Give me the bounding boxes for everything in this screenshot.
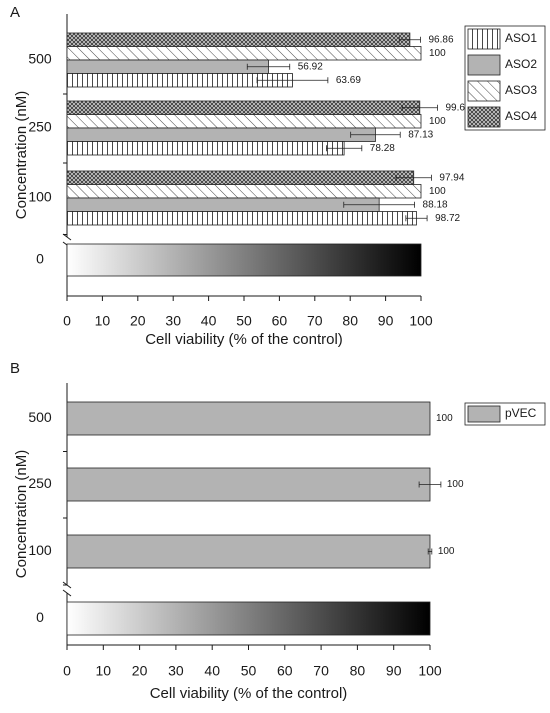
- control-gradient-bar: [66, 243, 422, 277]
- value-label: 100: [436, 413, 453, 424]
- bar-aso3-100: [66, 184, 422, 199]
- value-label: 100: [429, 186, 446, 197]
- x-tick-label: 100: [409, 312, 433, 328]
- legend-label-pvec: pVEC: [505, 406, 537, 420]
- y-tick-label: 250: [28, 119, 52, 135]
- legend-label-aso4: ASO4: [505, 109, 537, 123]
- x-tick-label: 10: [96, 662, 112, 678]
- x-tick-label: 40: [204, 662, 220, 678]
- legend: ASO1 ASO2 ASO3 ASO4: [464, 25, 546, 131]
- bar-aso1-250: [66, 141, 345, 156]
- legend-swatch-aso1: [467, 28, 501, 50]
- bar-aso3-250: [66, 114, 422, 129]
- panel-letter: B: [10, 360, 20, 377]
- bar-aso2-500: [66, 59, 269, 74]
- value-label: 100: [438, 546, 455, 557]
- y-tick-label: 0: [36, 609, 44, 625]
- y-tick-label: 500: [28, 409, 52, 425]
- y-tick-label: 0: [36, 251, 44, 267]
- y-axis-title: Concentration (nM): [13, 91, 30, 219]
- x-tick-label: 40: [201, 312, 217, 328]
- value-label: 97.94: [439, 172, 464, 183]
- x-tick-label: 60: [272, 312, 288, 328]
- x-tick-label: 0: [63, 312, 71, 328]
- legend-swatch-aso2: [467, 54, 501, 76]
- x-tick-label: 70: [313, 662, 329, 678]
- x-axis-title: Cell viability (% of the control): [150, 685, 348, 702]
- x-tick-label: 80: [342, 312, 358, 328]
- panel-b: B 0 10 20 30 40 50 60 70 80 90 100 Cell viability (%…: [10, 360, 546, 702]
- x-tick-label: 50: [236, 312, 252, 328]
- x-tick-label: 70: [307, 312, 323, 328]
- bar-aso2-100: [66, 197, 380, 212]
- value-label: 100: [447, 479, 464, 490]
- control-gradient-bar: [66, 601, 431, 636]
- x-tick-label: 30: [165, 312, 181, 328]
- value-label: 87.13: [408, 129, 433, 140]
- x-tick-label: 60: [277, 662, 293, 678]
- value-label: 96.86: [429, 34, 454, 45]
- value-label: 88.18: [423, 199, 448, 210]
- legend-label-aso3: ASO3: [505, 83, 537, 97]
- x-tick-label: 100: [418, 662, 442, 678]
- axis-break-mark: [62, 589, 72, 597]
- x-tick-label: 90: [386, 662, 402, 678]
- x-axis-title: Cell viability (% of the control): [145, 331, 343, 348]
- bar-aso1-100: [66, 211, 417, 226]
- bar-pvec-250: [66, 467, 431, 502]
- bar-aso3-500: [66, 46, 422, 61]
- value-label: 100: [429, 116, 446, 127]
- bar-pvec-500: [66, 401, 431, 436]
- bar-aso2-250: [66, 127, 376, 142]
- legend-swatch-aso3: [467, 80, 501, 102]
- value-label: 100: [429, 48, 446, 59]
- value-label: 99.66: [445, 102, 470, 113]
- bar-aso4-100: [66, 170, 415, 185]
- value-label: 98.72: [435, 213, 460, 224]
- x-tick-label: 80: [350, 662, 366, 678]
- value-label: 63.69: [336, 75, 361, 86]
- y-tick-label: 100: [28, 542, 52, 558]
- x-tick-label: 30: [168, 662, 184, 678]
- panel-letter: A: [10, 4, 20, 21]
- value-label: 56.92: [298, 61, 323, 72]
- y-axis-title: Concentration (nM): [13, 450, 30, 578]
- x-tick-label: 20: [130, 312, 146, 328]
- y-tick-label: 100: [28, 189, 52, 205]
- legend: pVEC: [464, 402, 546, 426]
- x-tick-label: 0: [63, 662, 71, 678]
- y-tick-label: 250: [28, 475, 52, 491]
- bar-aso4-250: [66, 100, 421, 115]
- legend-label-aso2: ASO2: [505, 57, 537, 71]
- y-tick-label: 500: [28, 51, 52, 67]
- x-tick-label: 10: [95, 312, 111, 328]
- value-label: 78.28: [370, 143, 395, 154]
- bar-aso4-500: [66, 32, 411, 47]
- panel-a: A 0 10 20 30 40 50 60 70 80 90 100 Cell viability (%…: [10, 4, 546, 348]
- legend-swatch-pvec: [467, 405, 501, 423]
- bar-pvec-100: [66, 534, 431, 569]
- x-tick-label: 20: [132, 662, 148, 678]
- x-tick-label: 50: [241, 662, 257, 678]
- legend-label-aso1: ASO1: [505, 31, 537, 45]
- x-tick-label: 90: [378, 312, 394, 328]
- legend-swatch-aso4: [467, 106, 501, 128]
